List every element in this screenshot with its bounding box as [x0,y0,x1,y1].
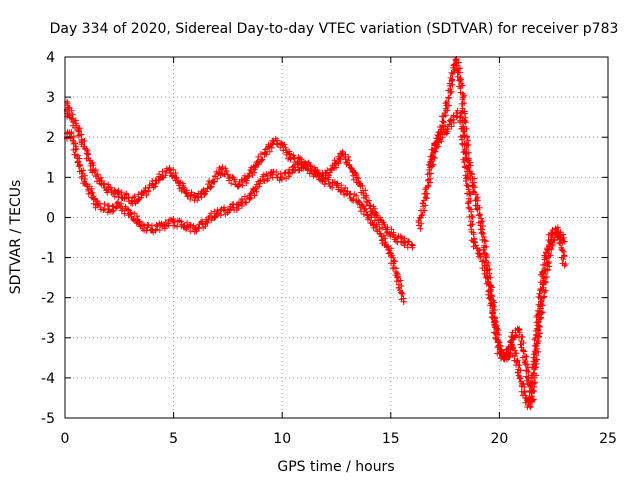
axis-ticks: 0 5 10 15 20 25 -5 -4 -3 -2 -1 0 1 2 3 4 [41,50,617,447]
y-tick-label: 3 [46,90,55,106]
series-2 [64,129,407,305]
plot-area-frame [64,56,609,419]
data-series [64,56,569,411]
y-tick-label: 1 [46,170,55,186]
x-axis-title: GPS time / hours [277,459,394,475]
series-markers [64,98,416,251]
y-tick-label: 4 [46,50,55,66]
series-4 [425,107,568,405]
x-tick-label: 10 [273,431,291,447]
y-tick-label: -5 [41,411,55,427]
series-markers [64,129,407,305]
y-tick-label: 2 [46,130,55,146]
chart-title: Day 334 of 2020, Sidereal Day-to-day VTE… [50,21,619,37]
x-tick-label: 5 [169,431,178,447]
y-tick-label: -4 [41,371,55,387]
y-tick-label: 0 [46,210,55,226]
x-tick-label: 15 [382,431,400,447]
y-axis-title: SDTVAR / TECUs [8,180,24,295]
x-tick-label: 20 [490,431,508,447]
y-tick-label: -1 [41,251,55,267]
x-tick-label: 25 [599,431,617,447]
x-tick-label: 0 [61,431,70,447]
y-tick-label: -2 [41,291,55,307]
y-tick-label: -3 [41,331,55,347]
series-markers [425,107,568,405]
series-1 [64,98,416,251]
